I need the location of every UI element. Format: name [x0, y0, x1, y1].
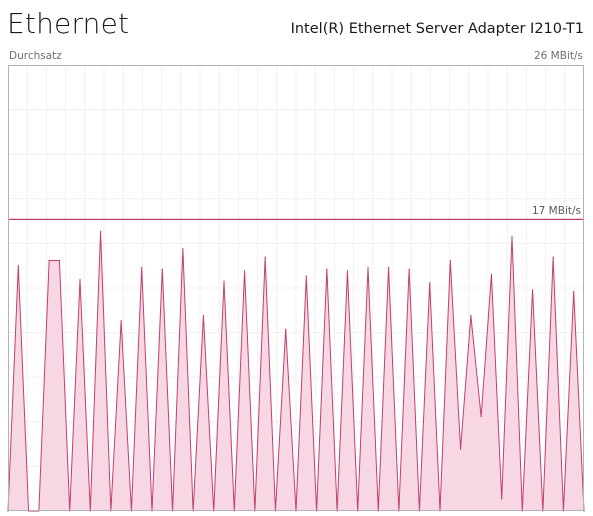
throughput-point — [470, 314, 472, 317]
throughput-point — [58, 259, 61, 262]
graph-label: Durchsatz — [9, 50, 62, 62]
throughput-point — [223, 280, 225, 282]
throughput-point — [429, 282, 431, 284]
throughput-point — [305, 275, 307, 277]
throughput-area — [8, 231, 584, 511]
throughput-point — [202, 314, 205, 317]
throughput-point — [367, 266, 369, 269]
throughput-point — [346, 270, 349, 272]
throughput-point — [326, 268, 328, 270]
throughput-point — [243, 270, 246, 272]
throughput-point — [408, 268, 410, 270]
throughput-point — [480, 416, 482, 418]
throughput-point — [17, 265, 19, 267]
throughput-point — [79, 278, 81, 281]
throughput-point — [48, 259, 50, 262]
reference-line-label: 17 MBit/s — [530, 205, 582, 218]
throughput-point — [490, 273, 493, 275]
throughput-point — [182, 247, 184, 250]
throughput-point — [141, 266, 143, 269]
throughput-point — [285, 328, 287, 330]
throughput-point — [511, 235, 513, 238]
throughput-point — [501, 498, 503, 500]
throughput-point — [264, 256, 266, 258]
throughput-point — [573, 290, 575, 293]
graph-frame — [8, 65, 584, 511]
page-title: Ethernet — [7, 7, 130, 40]
throughput-point — [449, 259, 451, 262]
throughput-point — [552, 256, 554, 258]
throughput-point — [531, 289, 534, 291]
throughput-point — [161, 268, 163, 270]
graph-max-label: 26 MBit/s — [533, 50, 583, 62]
throughput-point — [459, 448, 462, 450]
throughput-point — [99, 230, 102, 232]
throughput-point — [387, 266, 390, 269]
adapter-name: Intel(R) Ethernet Server Adapter I210-T1 — [290, 21, 584, 37]
throughput-point — [120, 319, 122, 322]
